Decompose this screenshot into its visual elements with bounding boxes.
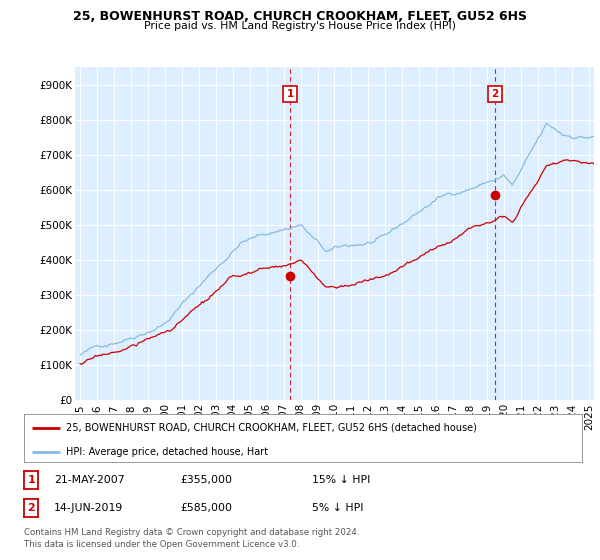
Text: 1: 1 xyxy=(286,89,293,99)
Text: 2: 2 xyxy=(491,89,499,99)
Text: 25, BOWENHURST ROAD, CHURCH CROOKHAM, FLEET, GU52 6HS (detached house): 25, BOWENHURST ROAD, CHURCH CROOKHAM, FL… xyxy=(66,423,477,433)
Text: 14-JUN-2019: 14-JUN-2019 xyxy=(54,503,123,513)
Text: 25, BOWENHURST ROAD, CHURCH CROOKHAM, FLEET, GU52 6HS: 25, BOWENHURST ROAD, CHURCH CROOKHAM, FL… xyxy=(73,10,527,23)
Text: HPI: Average price, detached house, Hart: HPI: Average price, detached house, Hart xyxy=(66,446,268,456)
Text: 15% ↓ HPI: 15% ↓ HPI xyxy=(312,475,370,485)
Text: Price paid vs. HM Land Registry's House Price Index (HPI): Price paid vs. HM Land Registry's House … xyxy=(144,21,456,31)
Text: 2: 2 xyxy=(28,503,35,513)
Text: 1: 1 xyxy=(28,475,35,485)
Text: £355,000: £355,000 xyxy=(180,475,232,485)
Text: 5% ↓ HPI: 5% ↓ HPI xyxy=(312,503,364,513)
Text: 21-MAY-2007: 21-MAY-2007 xyxy=(54,475,125,485)
Text: £585,000: £585,000 xyxy=(180,503,232,513)
Text: Contains HM Land Registry data © Crown copyright and database right 2024.
This d: Contains HM Land Registry data © Crown c… xyxy=(24,528,359,549)
